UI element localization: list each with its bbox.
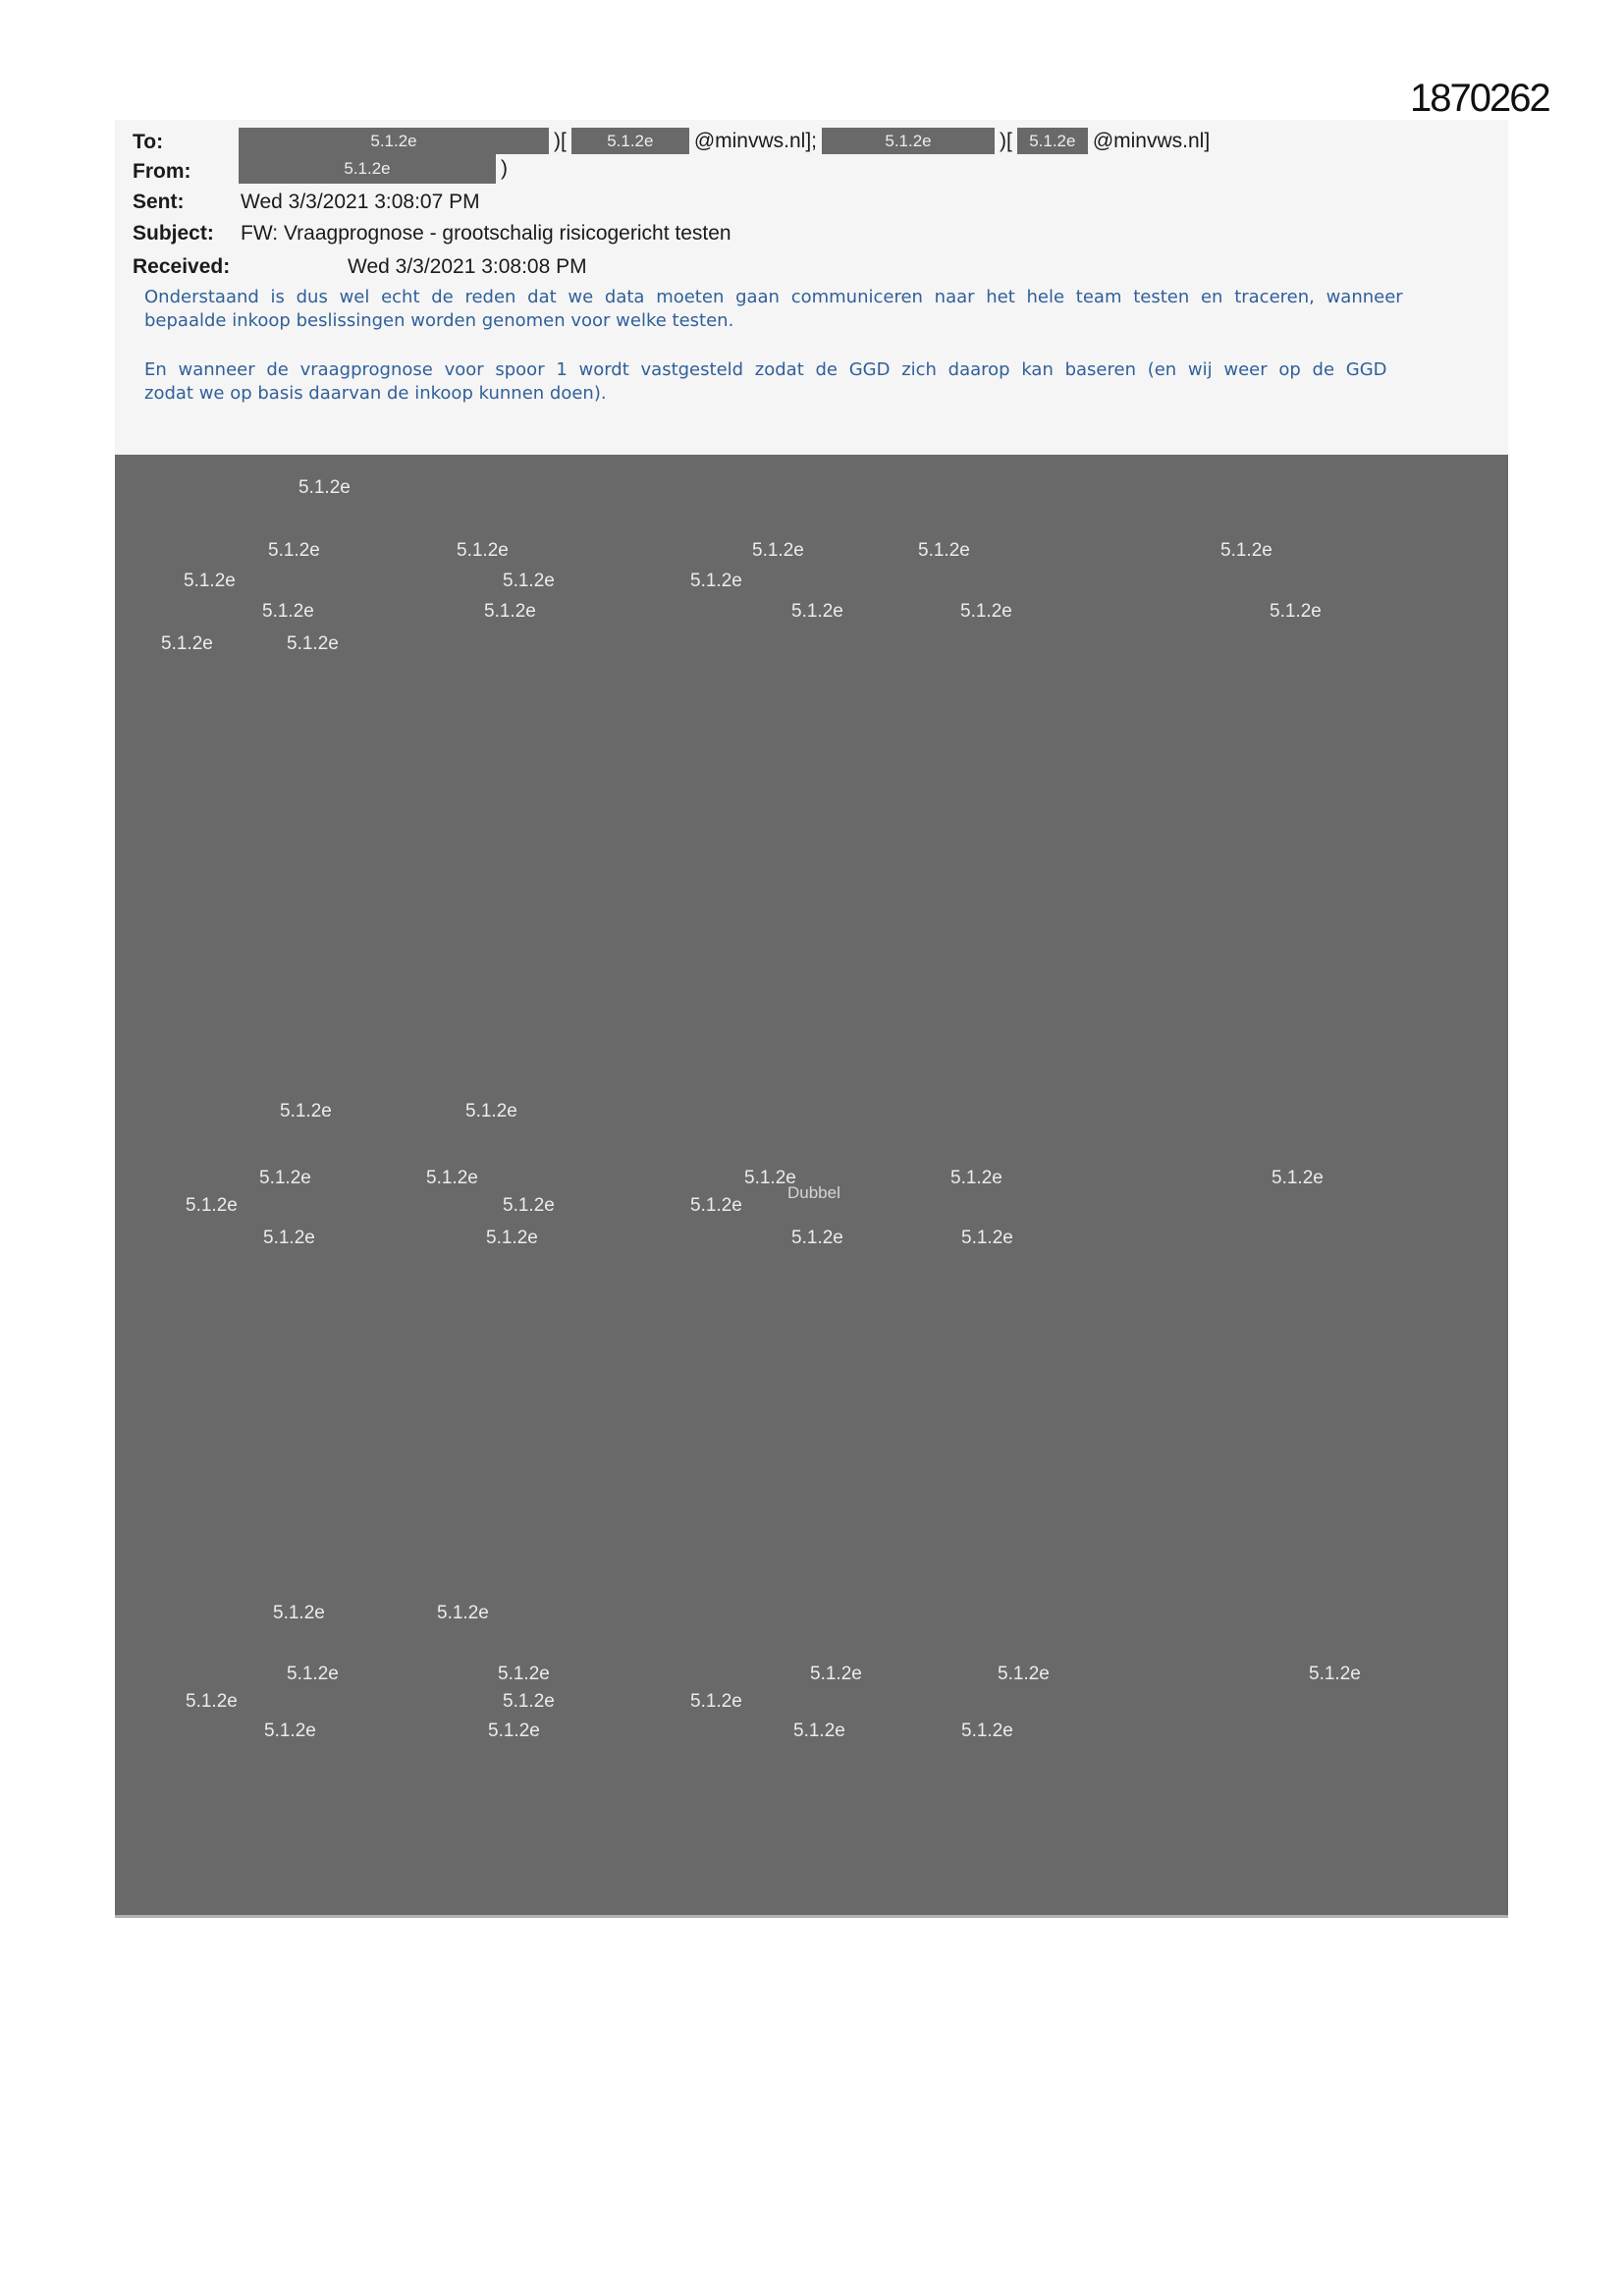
to-separator-1: )[ bbox=[554, 129, 567, 152]
redaction-code-label: 5.1.2e bbox=[262, 601, 314, 622]
body-paragraph-2: En wanneer de vraagprognose voor spoor 1… bbox=[144, 358, 1509, 406]
redaction-code-label: 5.1.2e bbox=[426, 1168, 478, 1188]
redaction-code-label: 5.1.2e bbox=[161, 633, 213, 654]
redaction-code-label: 5.1.2e bbox=[793, 1721, 845, 1741]
body-line: Onderstaand is dus wel echt de reden dat… bbox=[144, 287, 1403, 307]
header-to-row: 5.1.2e )[ 5.1.2e @minvws.nl]; 5.1.2e )[ … bbox=[239, 128, 1215, 154]
header-sent-value: Wed 3/3/2021 3:08:07 PM bbox=[241, 191, 480, 213]
body-line: En wanneer de vraagprognose voor spoor 1… bbox=[144, 359, 1387, 380]
body-paragraph-1: Onderstaand is dus wel echt de reden dat… bbox=[144, 286, 1509, 333]
redaction-code-label: 5.1.2e bbox=[503, 571, 555, 591]
redaction-bar: 5.1.2e bbox=[239, 128, 549, 154]
redaction-code-label: 5.1.2e bbox=[752, 540, 804, 561]
redaction-code-label: 5.1.2e bbox=[465, 1101, 517, 1121]
header-from-label: From: bbox=[133, 160, 191, 183]
redaction-code-label: 5.1.2e bbox=[918, 540, 970, 561]
to-domain-2: @minvws.nl] bbox=[1092, 129, 1211, 152]
redaction-code-label: 5.1.2e bbox=[998, 1664, 1050, 1684]
redaction-code-label: 5.1.2e bbox=[263, 1228, 315, 1248]
redaction-code-label: 5.1.2e bbox=[186, 1195, 238, 1216]
to-separator-2: )[ bbox=[1000, 129, 1012, 152]
redaction-code-label: 5.1.2e bbox=[503, 1195, 555, 1216]
redaction-code-label: 5.1.2e bbox=[287, 1664, 339, 1684]
header-from-row: 5.1.2e ) bbox=[239, 154, 513, 184]
redaction-code-label: 5.1.2e bbox=[186, 1691, 238, 1712]
redaction-code-label: 5.1.2e bbox=[960, 601, 1012, 622]
redaction-bar: 5.1.2e bbox=[570, 128, 689, 154]
redaction-code-label: 5.1.2e bbox=[264, 1721, 316, 1741]
redaction-bar: 5.1.2e bbox=[239, 154, 496, 184]
redaction-bar: 5.1.2e bbox=[1016, 128, 1088, 154]
redacted-image-block: 5.1.2e 5.1.2e 5.1.2e 5.1.2e 5.1.2e 5.1.2e 5.1.… bbox=[115, 455, 1508, 1918]
body-line: zodat we op basis daarvan de inkoop kunn… bbox=[144, 383, 607, 404]
header-to-label: To: bbox=[133, 131, 164, 153]
redaction-code-label: 5.1.2e bbox=[280, 1101, 332, 1121]
redaction-code-label: 5.1.2e bbox=[690, 1195, 742, 1216]
redaction-code-label: 5.1.2e bbox=[690, 571, 742, 591]
header-sent-label: Sent: bbox=[133, 191, 185, 213]
redaction-code-label: 5.1.2e bbox=[498, 1664, 550, 1684]
redaction-code-label: 5.1.2e bbox=[961, 1228, 1013, 1248]
header-received-label: Received: bbox=[133, 255, 231, 278]
redaction-code-label: 5.1.2e bbox=[1270, 601, 1322, 622]
to-domain-1: @minvws.nl]; bbox=[693, 129, 817, 152]
redaction-code-label: 5.1.2e bbox=[298, 477, 351, 498]
redaction-code-label: 5.1.2e bbox=[1272, 1168, 1324, 1188]
redaction-bar: 5.1.2e bbox=[822, 128, 995, 154]
redaction-code-label: 5.1.2e bbox=[503, 1691, 555, 1712]
redaction-code-label: 5.1.2e bbox=[791, 601, 843, 622]
redaction-code-label: 5.1.2e bbox=[437, 1603, 489, 1623]
redaction-code-label: 5.1.2e bbox=[488, 1721, 540, 1741]
body-line: bepaalde inkoop beslissingen worden geno… bbox=[144, 310, 734, 331]
redaction-code-label: 5.1.2e bbox=[273, 1603, 325, 1623]
redaction-code-label: 5.1.2e bbox=[184, 571, 236, 591]
document-number: 1870262 bbox=[1410, 77, 1551, 120]
redaction-code-label: 5.1.2e bbox=[1309, 1664, 1361, 1684]
redaction-code-label: 5.1.2e bbox=[486, 1228, 538, 1248]
header-subject-value: FW: Vraagprognose - grootschalig risicog… bbox=[241, 222, 731, 245]
redaction-code-label: 5.1.2e bbox=[810, 1664, 862, 1684]
redaction-code-label: 5.1.2e bbox=[791, 1228, 843, 1248]
redaction-code-label: 5.1.2e bbox=[457, 540, 509, 561]
redaction-code-label: 5.1.2e bbox=[259, 1168, 311, 1188]
redaction-code-label: 5.1.2e bbox=[484, 601, 536, 622]
header-received-value: Wed 3/3/2021 3:08:08 PM bbox=[348, 255, 587, 278]
redaction-code-label: 5.1.2e bbox=[690, 1691, 742, 1712]
redaction-code-label: 5.1.2e bbox=[744, 1168, 796, 1188]
redaction-code-label: 5.1.2e bbox=[268, 540, 320, 561]
redaction-code-label: 5.1.2e bbox=[287, 633, 339, 654]
from-close-paren: ) bbox=[501, 157, 508, 180]
redaction-code-label: 5.1.2e bbox=[961, 1721, 1013, 1741]
redaction-code-label: 5.1.2e bbox=[950, 1168, 1002, 1188]
header-subject-label: Subject: bbox=[133, 222, 214, 245]
redaction-code-label: 5.1.2e bbox=[1220, 540, 1272, 561]
dubbel-label: Dubbel bbox=[787, 1183, 840, 1202]
